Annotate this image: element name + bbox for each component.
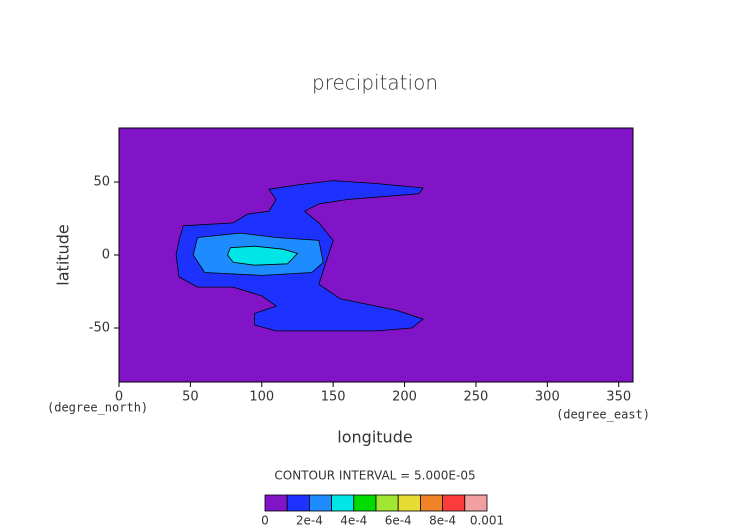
- colorbar-box: [464, 494, 488, 512]
- x-tick-label: 200: [392, 390, 417, 405]
- colorbar-label: 4e-4: [340, 514, 367, 528]
- y-tick-label: 0: [102, 248, 110, 263]
- colorbar-box: [286, 494, 310, 512]
- colorbar-label: 0: [261, 514, 269, 528]
- x-tick-label: 100: [249, 390, 274, 405]
- colorbar-label: 2e-4: [296, 514, 323, 528]
- chart-title: precipitation: [312, 71, 438, 95]
- y-axis-label: latitude: [54, 224, 73, 285]
- x-tick-label: 0: [115, 390, 123, 405]
- annotation: CONTOUR INTERVAL = 5.000E-05: [274, 469, 475, 483]
- colorbar-label: 6e-4: [385, 514, 412, 528]
- colorbar-box: [353, 494, 377, 512]
- x-tick-label: 50: [182, 390, 199, 405]
- x-tick-label: 150: [321, 390, 346, 405]
- y-unit: (degree_north): [47, 401, 148, 415]
- colorbar-box: [264, 494, 288, 512]
- x-tick-label: 350: [606, 390, 631, 405]
- colorbar-box: [419, 494, 443, 512]
- colorbar-box: [331, 494, 355, 512]
- y-tick-label: 50: [93, 175, 110, 190]
- x-axis-label: longitude: [337, 428, 412, 447]
- colorbar-box: [308, 494, 332, 512]
- y-tick-label: -50: [89, 320, 110, 335]
- colorbar-label: 0.001: [470, 514, 504, 528]
- x-unit: (degree_east): [556, 408, 650, 422]
- x-tick-label: 250: [464, 390, 489, 405]
- colorbar-label: 8e-4: [429, 514, 456, 528]
- colorbar-box: [397, 494, 421, 512]
- colorbar-box: [375, 494, 399, 512]
- colorbar-box: [442, 494, 466, 512]
- x-tick-label: 300: [535, 390, 560, 405]
- contour-region: [227, 245, 299, 266]
